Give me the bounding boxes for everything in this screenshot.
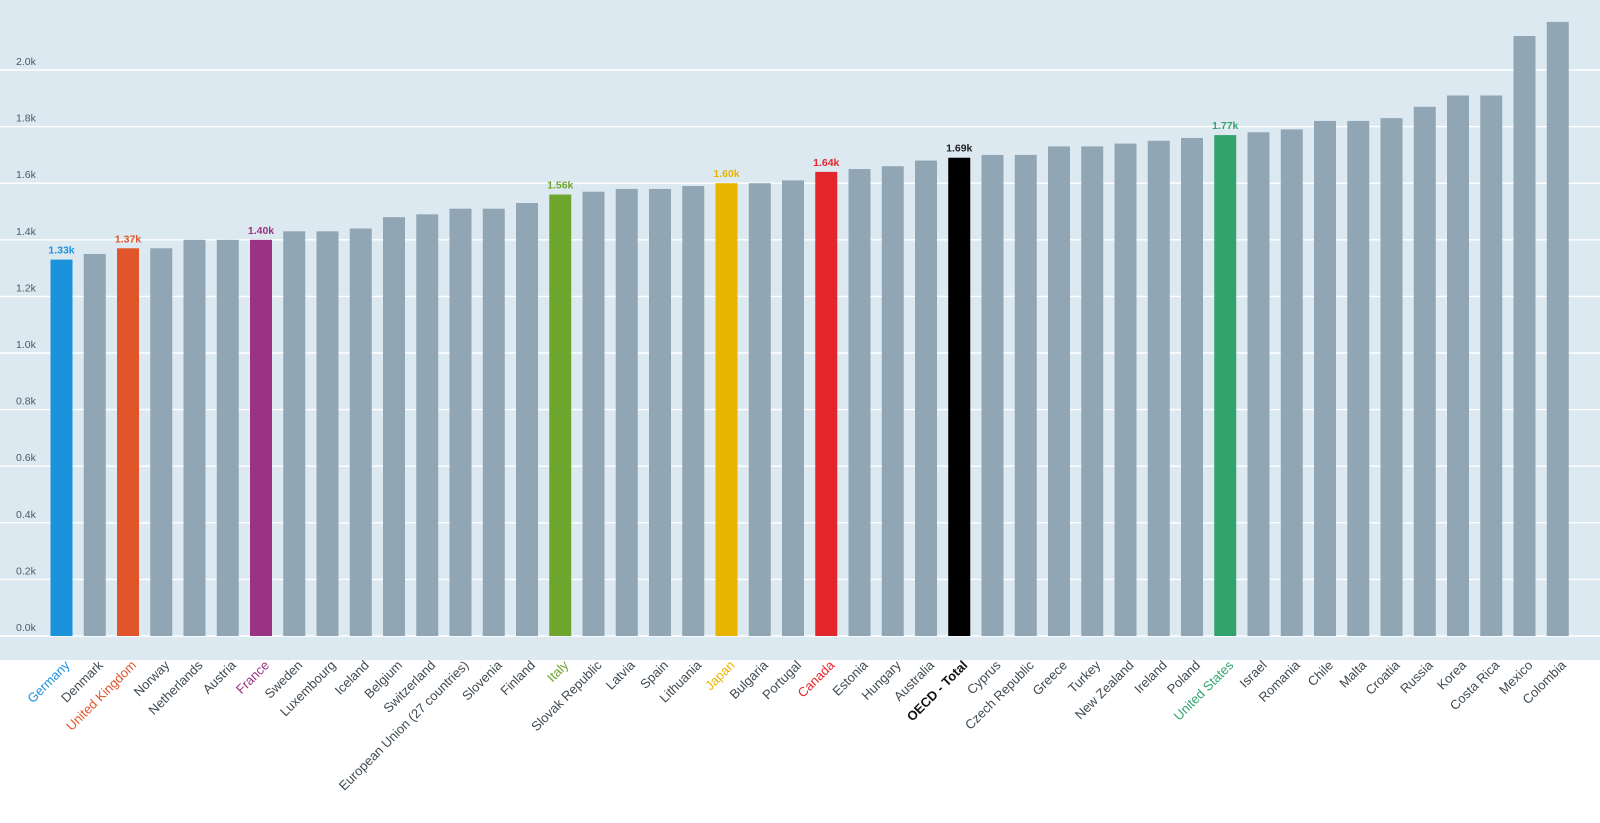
bar — [881, 166, 904, 636]
bar — [1081, 146, 1104, 636]
bar — [117, 248, 139, 637]
y-tick-label: 1.4k — [16, 226, 37, 238]
bar — [715, 183, 738, 636]
data-label: 1.60k — [713, 168, 739, 180]
bar — [549, 194, 572, 636]
data-label: 1.77k — [1212, 120, 1238, 132]
bar — [1447, 95, 1469, 637]
bar — [782, 180, 804, 636]
y-tick-label: 1.6k — [16, 169, 37, 181]
bar — [582, 191, 605, 636]
x-tick-label: Chile — [1305, 658, 1337, 690]
bar — [216, 239, 239, 637]
y-tick-label: 1.8k — [16, 113, 37, 125]
bar — [1513, 36, 1536, 637]
bar — [416, 214, 439, 636]
value-labels: 1.33k 1.37k 1.40k 1.56k 1.60k 1.64k 1.69k 1.77k — [48, 120, 1238, 257]
bar — [848, 169, 871, 637]
bar — [1048, 146, 1070, 636]
bar — [250, 239, 272, 637]
bar — [1413, 106, 1436, 637]
data-label: 1.33k — [48, 245, 74, 257]
bar — [1380, 118, 1403, 637]
bar — [1314, 120, 1336, 636]
bar — [815, 171, 838, 636]
data-label: 1.56k — [547, 180, 573, 192]
bar — [283, 231, 306, 636]
bar — [948, 157, 971, 637]
bar — [1014, 154, 1037, 636]
bar — [1114, 143, 1137, 636]
y-tick-label: 0.4k — [16, 509, 37, 521]
y-axis-tick-labels: 0.0k 0.2k 0.4k 0.6k 0.8k 1.0k 1.2k 1.4k 1.6k 1.8k… — [16, 56, 37, 634]
data-label: 1.69k — [946, 143, 972, 155]
x-tick-label: Latvia — [603, 657, 639, 693]
x-tick-label: Canada — [795, 657, 838, 700]
bar — [1181, 137, 1203, 637]
bar — [83, 253, 106, 636]
x-tick-label: Austria — [200, 657, 240, 697]
bar — [615, 188, 638, 637]
x-tick-label: Greece — [1029, 658, 1070, 699]
bar — [1280, 129, 1303, 636]
bar — [150, 248, 173, 637]
y-tick-label: 1.0k — [16, 339, 37, 351]
y-tick-label: 0.0k — [16, 622, 37, 634]
x-tick-label: Ireland — [1131, 658, 1170, 697]
data-label: 1.40k — [248, 225, 274, 237]
bar — [349, 228, 372, 637]
bar — [1147, 140, 1170, 636]
bar — [449, 208, 472, 637]
bar — [649, 188, 671, 637]
bar — [1480, 95, 1503, 637]
bar — [1546, 21, 1569, 636]
bar — [1214, 135, 1237, 636]
bar — [383, 217, 405, 636]
data-label: 1.64k — [813, 157, 839, 169]
bar — [482, 208, 505, 637]
x-tick-label: Croatia — [1362, 657, 1403, 698]
bar — [183, 239, 206, 637]
y-tick-label: 1.2k — [16, 282, 37, 294]
y-tick-label: 2.0k — [16, 56, 37, 68]
bar — [1347, 120, 1370, 636]
bar — [915, 160, 937, 636]
data-label: 1.37k — [115, 233, 141, 245]
x-tick-label: Finland — [497, 658, 538, 699]
bar — [316, 231, 339, 636]
bar — [682, 186, 705, 636]
bar — [516, 203, 538, 636]
x-tick-label: Russia — [1397, 657, 1436, 696]
bar — [981, 154, 1004, 636]
bar — [748, 183, 771, 636]
bar — [1247, 132, 1270, 636]
y-tick-label: 0.2k — [16, 565, 37, 577]
bars — [50, 21, 1569, 637]
y-tick-label: 0.6k — [16, 452, 37, 464]
bar — [50, 259, 73, 636]
x-tick-label: Italy — [544, 657, 572, 685]
y-tick-label: 0.8k — [16, 396, 37, 408]
